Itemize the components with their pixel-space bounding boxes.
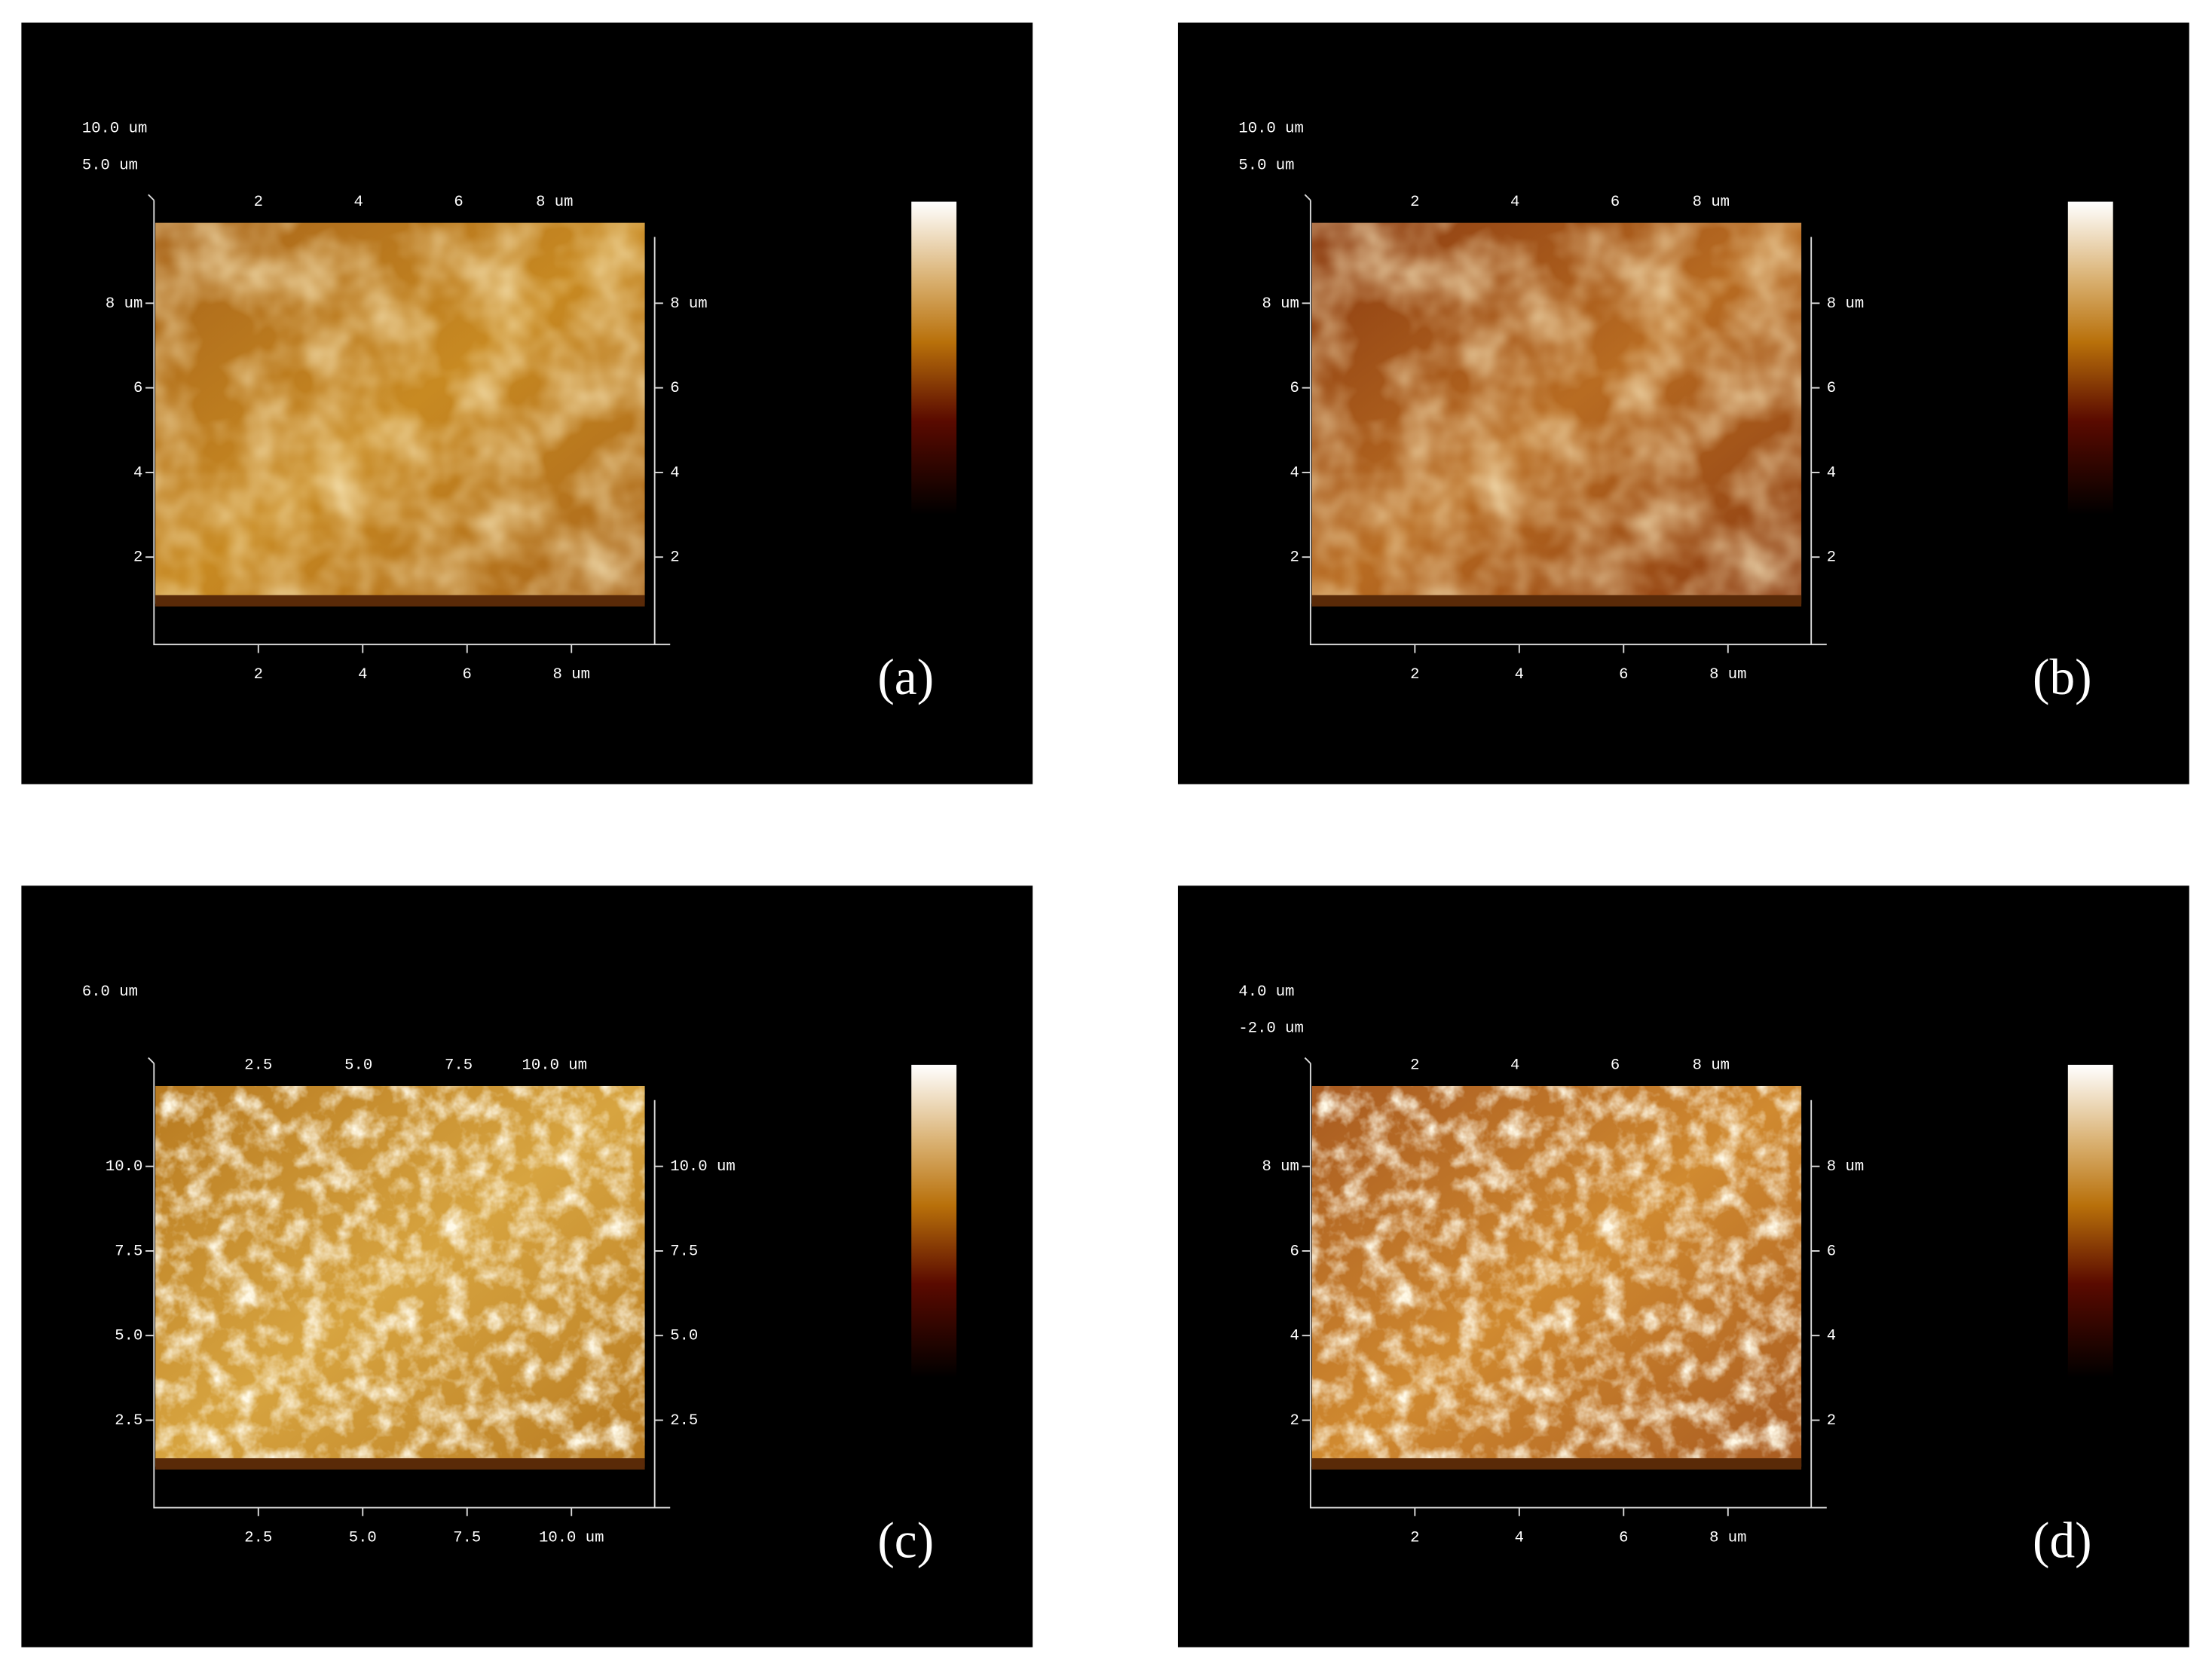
left-tick-label: 2 bbox=[1290, 1412, 1299, 1430]
right-tick-label: 8 um bbox=[1827, 1158, 1864, 1176]
z-scale-label: 10.0 um bbox=[1238, 121, 1303, 138]
bottom-tick-label: 4 bbox=[1515, 1529, 1524, 1546]
right-tick-label: 4 bbox=[670, 464, 679, 482]
axis-frame bbox=[148, 1057, 671, 1509]
left-tick-label: 6 bbox=[133, 380, 142, 397]
right-tick-label: 6 bbox=[1827, 1243, 1836, 1260]
afm-panel: 10.0 um 5.0 um 2 4 6 8 um 2 4 6 8 um 8 um 6 4 2 8 um 6 4… bbox=[21, 22, 1033, 785]
right-tick-label: 6 bbox=[670, 380, 679, 397]
top-tick-label: 2 bbox=[1410, 194, 1419, 211]
afm-texture bbox=[1311, 222, 1802, 604]
right-tick-label: 5.0 bbox=[670, 1328, 698, 1345]
axis-frame bbox=[148, 194, 671, 646]
bottom-tick-label: 2.5 bbox=[244, 1529, 272, 1546]
z-scale-label: 6.0 um bbox=[82, 983, 138, 1001]
bottom-tick-label: 4 bbox=[1515, 666, 1524, 684]
left-tick-label: 6 bbox=[1290, 380, 1299, 397]
bottom-tick-label: 2 bbox=[1410, 1529, 1419, 1546]
bottom-tick-label: 2 bbox=[1410, 666, 1419, 684]
right-tick-label: 4 bbox=[1827, 464, 1836, 482]
right-tick-label: 2 bbox=[1827, 1412, 1836, 1430]
z-scale-label: 4.0 um bbox=[1238, 983, 1294, 1001]
right-tick-label: 4 bbox=[1827, 1328, 1836, 1345]
left-tick-label: 8 um bbox=[1262, 295, 1299, 313]
panel-label: (d) bbox=[2033, 1513, 2092, 1569]
z-scale-label: 5.0 um bbox=[1238, 157, 1294, 174]
left-tick-label: 6 bbox=[1290, 1243, 1299, 1260]
bottom-tick-label: 8 um bbox=[1709, 1529, 1746, 1546]
left-tick-label: 2 bbox=[133, 549, 142, 567]
bottom-tick-label: 4 bbox=[358, 666, 367, 684]
z-scale-label: -2.0 um bbox=[1238, 1020, 1303, 1038]
afm-panel: 10.0 um 5.0 um 2 4 6 8 um 2 4 6 8 um 8 um 6 4 2 8 um 6 4… bbox=[1177, 22, 2189, 785]
color-bar bbox=[2067, 201, 2113, 515]
top-tick-label: 4 bbox=[353, 194, 363, 211]
color-bar bbox=[2067, 1064, 2113, 1378]
z-scale-label: 10.0 um bbox=[82, 121, 147, 138]
left-tick-label: 8 um bbox=[1262, 1158, 1299, 1176]
left-tick-label: 2 bbox=[1290, 549, 1299, 567]
axis-frame bbox=[1304, 194, 1827, 646]
top-tick-label: 2.5 bbox=[244, 1057, 272, 1074]
top-tick-label: 7.5 bbox=[445, 1057, 473, 1074]
surface-edge bbox=[1311, 595, 1802, 607]
top-tick-label: 4 bbox=[1510, 194, 1519, 211]
top-tick-label: 4 bbox=[1510, 1057, 1519, 1074]
surface-edge bbox=[155, 595, 645, 607]
right-tick-label: 2.5 bbox=[670, 1412, 698, 1430]
top-tick-label: 6 bbox=[1611, 194, 1620, 211]
left-tick-label: 4 bbox=[133, 464, 142, 482]
left-tick-label: 5.0 bbox=[115, 1328, 142, 1345]
afm-texture bbox=[1311, 1085, 1802, 1467]
right-tick-label: 7.5 bbox=[670, 1243, 698, 1260]
right-tick-label: 2 bbox=[1827, 549, 1836, 567]
left-tick-label: 4 bbox=[1290, 1328, 1299, 1345]
panel-label: (c) bbox=[877, 1513, 934, 1569]
color-bar bbox=[911, 201, 957, 515]
top-tick-label: 5.0 bbox=[344, 1057, 372, 1074]
afm-panel: 6.0 um 2.5 5.0 7.5 10.0 um 2.5 5.0 7.5 10.0 um 10… bbox=[21, 885, 1033, 1647]
panel-label: (a) bbox=[877, 649, 934, 705]
right-tick-label: 10.0 um bbox=[670, 1158, 735, 1176]
left-tick-label: 2.5 bbox=[115, 1412, 142, 1430]
afm-texture bbox=[155, 1085, 645, 1467]
z-scale-label: 5.0 um bbox=[82, 157, 138, 174]
bottom-tick-label: 5.0 bbox=[349, 1529, 377, 1546]
top-tick-label: 6 bbox=[1611, 1057, 1620, 1074]
top-tick-label: 8 um bbox=[536, 194, 573, 211]
bottom-tick-label: 10.0 um bbox=[539, 1529, 604, 1546]
bottom-tick-label: 8 um bbox=[553, 666, 590, 684]
left-tick-label: 8 um bbox=[106, 295, 142, 313]
panel-label: (b) bbox=[2033, 649, 2092, 705]
bottom-tick-label: 8 um bbox=[1709, 666, 1746, 684]
surface-edge bbox=[155, 1458, 645, 1470]
surface-edge bbox=[1311, 1458, 1802, 1470]
bottom-tick-label: 7.5 bbox=[453, 1529, 481, 1546]
top-tick-label: 2 bbox=[254, 194, 263, 211]
top-tick-label: 10.0 um bbox=[522, 1057, 587, 1074]
color-bar bbox=[911, 1064, 957, 1378]
top-tick-label: 2 bbox=[1410, 1057, 1419, 1074]
left-tick-label: 4 bbox=[1290, 464, 1299, 482]
left-tick-label: 10.0 bbox=[106, 1158, 142, 1176]
bottom-tick-label: 6 bbox=[1619, 1529, 1628, 1546]
afm-panel: 4.0 um -2.0 um 2 4 6 8 um 2 4 6 8 um 8 um 6 4 2 8 um 6 4… bbox=[1177, 885, 2189, 1647]
top-tick-label: 6 bbox=[454, 194, 463, 211]
top-tick-label: 8 um bbox=[1693, 1057, 1730, 1074]
afm-texture bbox=[155, 222, 645, 604]
right-tick-label: 2 bbox=[670, 549, 679, 567]
right-tick-label: 8 um bbox=[670, 295, 707, 313]
top-tick-label: 8 um bbox=[1693, 194, 1730, 211]
left-tick-label: 7.5 bbox=[115, 1243, 142, 1260]
right-tick-label: 8 um bbox=[1827, 295, 1864, 313]
bottom-tick-label: 6 bbox=[1619, 666, 1628, 684]
right-tick-label: 6 bbox=[1827, 380, 1836, 397]
bottom-tick-label: 2 bbox=[254, 666, 263, 684]
bottom-tick-label: 6 bbox=[463, 666, 472, 684]
axis-frame bbox=[1304, 1057, 1827, 1509]
